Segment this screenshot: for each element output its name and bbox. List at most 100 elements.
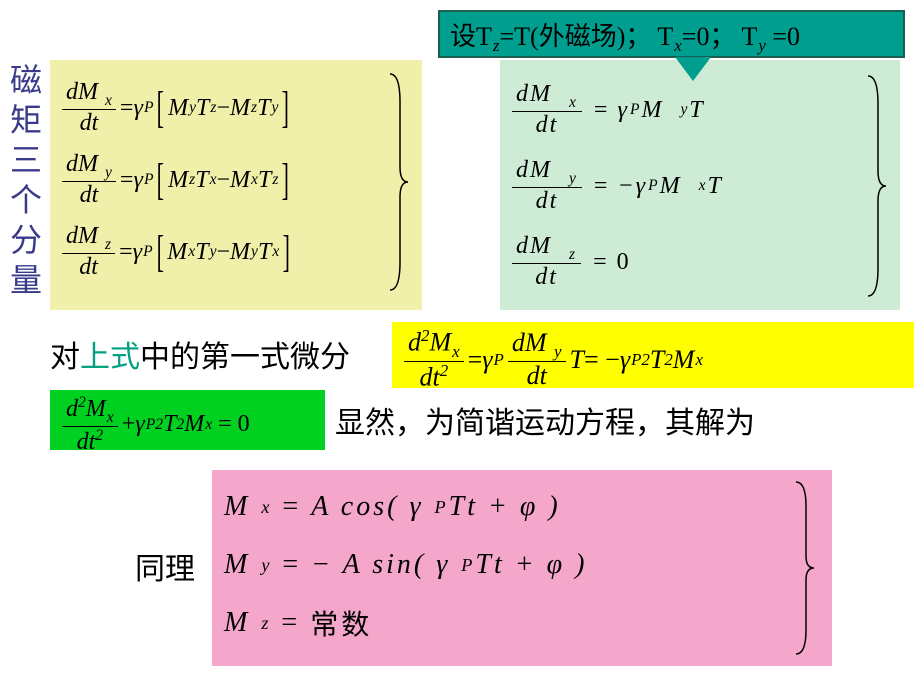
den: dt — [532, 112, 563, 138]
term: M — [168, 167, 188, 194]
equals: = — [585, 249, 617, 276]
lhs: M — [224, 549, 250, 581]
text-line-2: 显然，为简谐运动方程，其解为 — [335, 398, 755, 442]
term: M — [167, 239, 187, 266]
bracket-icon: ] — [282, 169, 289, 191]
tail: Tt + φ ) — [449, 491, 561, 523]
sub: P — [494, 350, 504, 370]
fraction: dM y dt — [512, 157, 582, 214]
eq-shm: d2Mx dt2 + γP2T2Mx = 0 — [58, 394, 317, 455]
coef: γ — [620, 345, 630, 375]
sub: x — [188, 243, 195, 261]
cond-t3: T — [742, 22, 758, 51]
cond-t1-mid: =T( — [499, 22, 538, 51]
sub: P — [146, 416, 156, 434]
op: − — [216, 95, 230, 122]
sub: y — [569, 170, 578, 187]
cond-prefix: 设 — [450, 22, 476, 51]
sub: y — [554, 342, 562, 361]
sub: P — [435, 497, 449, 518]
den: dt — [531, 264, 562, 290]
num: dM — [516, 81, 552, 107]
sup: 2 — [641, 350, 649, 370]
text-line-3: 同理 — [135, 544, 195, 588]
sup: 2 — [155, 416, 163, 434]
sub: y — [105, 164, 112, 181]
bracket-icon: ] — [282, 97, 289, 119]
eq-row: dM z dt = 0 — [508, 224, 892, 300]
rhs: A cos( — [311, 491, 399, 523]
coef: γ — [133, 167, 142, 194]
rhs: 常数 — [310, 603, 372, 643]
vlabel-char: 三 — [8, 140, 44, 180]
vlabel-char: 个 — [8, 180, 44, 220]
vlabel-char: 矩 — [8, 100, 44, 140]
den: dt — [76, 182, 103, 208]
coef: γ — [409, 491, 423, 523]
cond-t2-sub: x — [674, 36, 682, 55]
equals: = 0 — [218, 411, 250, 438]
sup: 2 — [664, 350, 672, 370]
term: T — [195, 167, 208, 194]
equals: = — [120, 95, 134, 122]
vlabel-char: 分 — [8, 220, 44, 260]
sub: z — [569, 246, 577, 263]
sup: 2 — [95, 427, 103, 444]
text-line-1: 对上式中的第一式微分 — [50, 332, 350, 376]
eq-system-1: dM x dt = γP [ MyTz − MzTy ] dM y dt = γ… — [58, 72, 414, 288]
term: T — [650, 345, 664, 375]
term: T — [570, 345, 584, 375]
coef: γ — [135, 411, 144, 438]
eq-derivative: d2Mx dt2 = γP dM y dt T = − γP2T2M x — [400, 327, 906, 393]
equals: = — [282, 491, 301, 523]
lhs: M — [224, 607, 250, 639]
bracket-icon: [ — [156, 241, 163, 263]
term: M — [230, 239, 250, 266]
sub: y — [261, 555, 272, 576]
sup: 2 — [78, 394, 86, 411]
lhs: M — [224, 491, 250, 523]
coef: γ — [617, 97, 628, 124]
condition-box: 设Tz=T(外磁场)； Tx=0； Ty =0 — [438, 10, 905, 58]
coef: γ — [436, 549, 450, 581]
sign: − — [617, 173, 635, 200]
fraction: dM y dt — [508, 329, 566, 391]
sub: x — [569, 94, 578, 111]
cond-t2: T — [657, 22, 673, 51]
minus: − — [216, 239, 230, 265]
brace-right-icon — [388, 72, 410, 292]
sub: x — [695, 350, 703, 370]
term: T — [257, 95, 270, 122]
term: 0 — [617, 249, 631, 276]
eq-row: M x = A cos( γ P Tt + φ ) — [224, 478, 820, 536]
term: M — [230, 95, 250, 122]
tail: Tt + φ ) — [475, 549, 587, 581]
den: dt — [77, 429, 96, 455]
sub: P — [631, 350, 641, 370]
eq-system-solution: M x = A cos( γ P Tt + φ ) M y = − A sin(… — [224, 478, 820, 652]
bracket-icon: ] — [283, 241, 290, 263]
d: d — [66, 396, 78, 422]
callout-pointer-icon — [675, 57, 711, 81]
den: dt — [75, 254, 102, 280]
term: M — [660, 173, 682, 200]
cond-t1-end: )； — [617, 22, 652, 51]
equations-box-1: dM x dt = γP [ MyTz − MzTy ] dM y dt = γ… — [50, 60, 422, 310]
bracket-icon: [ — [157, 169, 164, 191]
sub: P — [144, 171, 154, 189]
sub: x — [107, 409, 114, 426]
num: dM — [66, 223, 98, 249]
highlight-text: 上式 — [80, 341, 140, 374]
equals: = — [586, 97, 618, 124]
vlabel-char: 磁 — [8, 60, 44, 100]
fraction: dM x dt — [512, 81, 582, 138]
coef: γ — [636, 173, 647, 200]
num: dM — [512, 328, 547, 357]
sub: x — [452, 342, 460, 361]
eq-row: M y = − A sin( γ P Tt + φ ) — [224, 536, 820, 594]
minus: − — [216, 167, 230, 193]
coef: γ — [133, 239, 142, 266]
sub: x — [699, 177, 708, 195]
minus: − — [216, 95, 230, 121]
den: dt — [523, 362, 551, 391]
